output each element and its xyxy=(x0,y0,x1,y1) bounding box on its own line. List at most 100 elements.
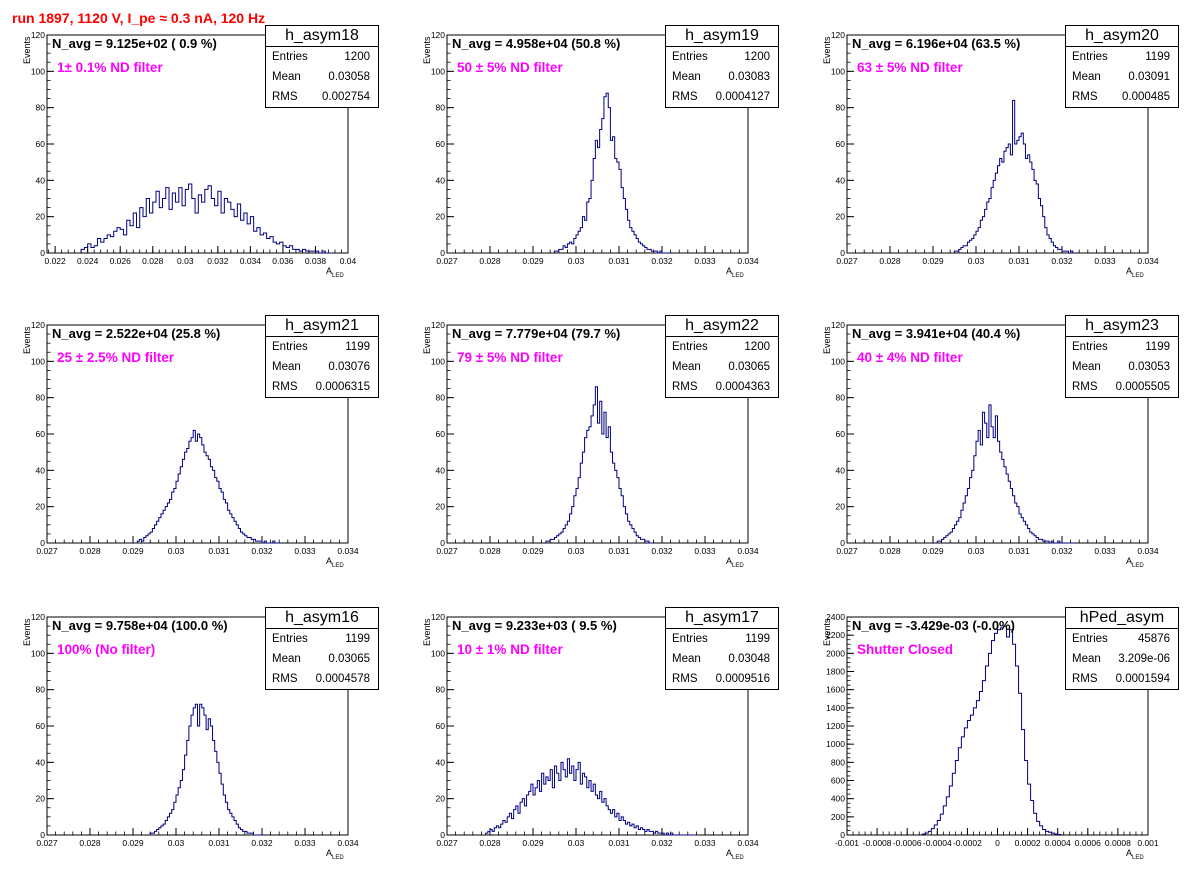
x-tick-label: 0.029 xyxy=(522,838,544,848)
x-tick-label: 0.001 xyxy=(1137,838,1159,848)
y-tick-label: 1000 xyxy=(826,739,845,749)
y-tick-label: 0 xyxy=(840,830,845,840)
stats-entries-row: Entries 1199 xyxy=(1066,47,1178,67)
stats-mean-row: Mean 0.03076 xyxy=(266,357,378,377)
x-tick-label: 0.028 xyxy=(142,256,164,266)
x-tick-label: 0.0004 xyxy=(1045,838,1071,848)
y-axis-label: Events xyxy=(22,618,32,646)
x-tick-label: 0.036 xyxy=(272,256,294,266)
y-tick-label: 0 xyxy=(440,830,445,840)
x-tick-label: 0.03 xyxy=(968,256,985,266)
stats-entries-value: 1199 xyxy=(1145,341,1170,353)
y-tick-label: 20 xyxy=(436,502,446,512)
histogram-line xyxy=(149,703,262,836)
y-axis-label: Events xyxy=(422,618,432,646)
x-tick-label: 0.031 xyxy=(208,838,230,848)
histogram-line xyxy=(80,183,332,254)
x-tick-label: 0.034 xyxy=(737,546,759,556)
x-tick-label: 0.032 xyxy=(251,838,273,848)
x-axis-label: ALED xyxy=(326,266,344,279)
histogram-plot: 0 20 40 60 80 100 120 0.027 0.028 0.029 0.03 0.031 0… xyxy=(31,320,359,556)
y-tick-label: 0 xyxy=(40,830,45,840)
stats-mean-row: Mean 3.209e-06 xyxy=(1066,649,1178,669)
x-tick-label: -0.0008 xyxy=(863,838,892,848)
stats-box: h_asym20 Entries 1199 Mean 0.03091 RMS 0.00048… xyxy=(1065,25,1179,108)
x-tick-label: 0.028 xyxy=(479,838,501,848)
x-tick-label: 0.027 xyxy=(36,546,58,556)
y-axis-label: Events xyxy=(22,36,32,64)
stats-mean-value: 0.03058 xyxy=(328,71,370,83)
y-tick-label: 1800 xyxy=(826,667,845,677)
y-tick-label: 800 xyxy=(831,757,845,767)
y-tick-label: 100 xyxy=(31,66,45,76)
x-axis-label-subscript: LED xyxy=(1132,272,1144,279)
run-title: run 1897, 1120 V, I_pe ≈ 0.3 nA, 120 Hz xyxy=(12,10,266,26)
x-tick-label: 0.034 xyxy=(1137,256,1159,266)
y-tick-label: 100 xyxy=(831,356,845,366)
stats-mean-row: Mean 0.03065 xyxy=(266,649,378,669)
y-axis-label: Events xyxy=(422,326,432,354)
stats-mean-value: 0.03083 xyxy=(728,71,770,83)
histogram-plot: 0 20 40 60 80 100 120 0.027 0.028 0.029 0.03 0.031 0… xyxy=(31,612,359,848)
x-tick-label: 0.032 xyxy=(651,546,673,556)
y-tick-label: 200 xyxy=(831,812,845,822)
stats-box: h_asym23 Entries 1199 Mean 0.03053 RMS 0.00055… xyxy=(1065,315,1179,398)
histogram-plot: 0 20 40 60 80 100 120 0.027 0.028 0.029 0.03 0.031 0… xyxy=(831,320,1159,556)
stats-mean-label: Mean xyxy=(1072,71,1101,83)
y-tick-label: 100 xyxy=(31,356,45,366)
stats-rms-value: 0.0006315 xyxy=(315,381,370,393)
y-tick-label: 20 xyxy=(436,212,446,222)
y-axis-label: Events xyxy=(822,36,832,64)
x-tick-label: 0.022 xyxy=(44,256,66,266)
x-tick-label: 0.029 xyxy=(922,546,944,556)
x-tick-label: 0.028 xyxy=(879,546,901,556)
x-axis-label: ALED xyxy=(326,556,344,569)
x-tick-label: 0.032 xyxy=(207,256,229,266)
stats-box: h_asym21 Entries 1199 Mean 0.03076 RMS 0.00063… xyxy=(265,315,379,398)
histogram-line xyxy=(936,404,1075,544)
stats-entries-label: Entries xyxy=(1072,341,1108,353)
y-tick-label: 2400 xyxy=(826,612,845,622)
stats-histogram-name: h_asym20 xyxy=(1066,26,1178,47)
y-tick-label: 80 xyxy=(36,103,46,113)
navg-label: N_avg = -3.429e-03 (-0.0%) xyxy=(852,618,1015,633)
histogram-line xyxy=(485,758,697,836)
stats-histogram-name: h_asym23 xyxy=(1066,316,1178,337)
y-tick-label: 1400 xyxy=(826,703,845,713)
x-tick-label: 0 xyxy=(995,838,1000,848)
x-tick-label: 0.028 xyxy=(479,546,501,556)
y-tick-label: 60 xyxy=(436,139,446,149)
stats-rms-label: RMS xyxy=(272,91,298,103)
navg-label: N_avg = 9.758e+04 (100.0 %) xyxy=(52,618,228,633)
stats-entries-row: Entries 1199 xyxy=(1066,337,1178,357)
histogram-line xyxy=(554,92,671,254)
histogram-pad: 0 20 40 60 80 100 120 0.027 0.028 0.029 0.03 0.031 0… xyxy=(800,0,1180,279)
y-tick-label: 40 xyxy=(436,465,446,475)
stats-mean-label: Mean xyxy=(272,361,301,373)
histogram-line xyxy=(954,99,1075,254)
stats-entries-row: Entries 1200 xyxy=(666,47,778,67)
x-tick-label: 0.033 xyxy=(1094,546,1116,556)
x-tick-label: 0.033 xyxy=(694,838,716,848)
stats-rms-row: RMS 0.002754 xyxy=(266,87,378,107)
x-axis-label-subscript: LED xyxy=(732,562,744,569)
x-tick-label: 0.03 xyxy=(168,546,185,556)
histogram-plot: 0 20 40 60 80 100 120 0.027 0.028 0.029 0.03 0.031 0… xyxy=(431,30,759,266)
y-tick-label: 100 xyxy=(31,648,45,658)
stats-rms-row: RMS 0.0004578 xyxy=(266,669,378,689)
y-tick-label: 120 xyxy=(31,30,45,40)
y-tick-label: 60 xyxy=(36,721,46,731)
stats-entries-label: Entries xyxy=(672,341,708,353)
stats-entries-row: Entries 1200 xyxy=(266,47,378,67)
x-axis-label: ALED xyxy=(726,848,744,861)
stats-rms-label: RMS xyxy=(1072,381,1098,393)
x-axis-label: ALED xyxy=(1126,848,1144,861)
x-axis-label: ALED xyxy=(1126,556,1144,569)
stats-mean-label: Mean xyxy=(272,653,301,665)
x-tick-label: 0.03 xyxy=(568,256,585,266)
stats-mean-row: Mean 0.03083 xyxy=(666,67,778,87)
y-tick-label: 600 xyxy=(831,776,845,786)
y-tick-label: 100 xyxy=(431,66,445,76)
stats-entries-label: Entries xyxy=(272,633,308,645)
